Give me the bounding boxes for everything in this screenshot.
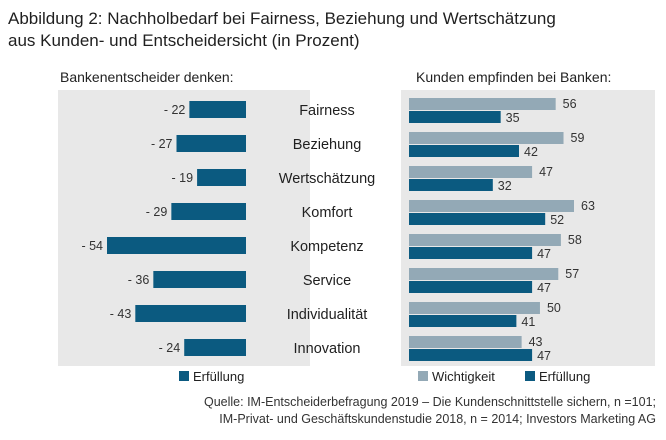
category-label: Fairness [299,103,355,119]
left-bar-label: - 22 [164,103,186,117]
wichtigkeit-label: 57 [565,267,579,281]
wichtigkeit-label: 47 [539,165,553,179]
wichtigkeit-bar [409,200,574,212]
erfuellung-bar [409,349,533,361]
wichtigkeit-label: 43 [529,335,543,349]
erfuellung-label: 32 [498,179,512,193]
erfuellung-bar [409,281,533,293]
category-label: Wertschätzung [279,171,375,187]
title-line-2: aus Kunden- und Entscheidersicht (in Pro… [8,31,360,50]
left-subtitle: Bankenentscheider denken: [60,69,234,85]
wichtigkeit-bar [409,336,522,348]
erfuellung-bar [409,111,501,123]
erfuellung-label: 47 [537,281,551,295]
legend-label-right-erfuellung: Erfüllung [539,369,590,384]
category-label: Service [303,273,351,289]
left-bar-label: - 24 [159,341,181,355]
erfuellung-label: 47 [537,349,551,363]
wichtigkeit-bar [409,98,556,110]
left-bar [171,203,246,220]
category-label: Beziehung [293,137,362,153]
left-bar-label: - 54 [81,239,103,253]
legend-label-left-erfuellung: Erfüllung [193,369,244,384]
wichtigkeit-label: 56 [563,97,577,111]
left-bar [176,135,246,152]
left-bar [184,339,246,356]
source-line-1: Quelle: IM-Entscheiderbefragung 2019 – D… [203,395,656,409]
erfuellung-bar [409,247,533,259]
erfuellung-bar [409,145,519,157]
erfuellung-bar [409,213,546,225]
wichtigkeit-bar [409,166,533,178]
wichtigkeit-label: 63 [581,199,595,213]
left-bar [153,271,246,288]
left-bar-label: - 29 [146,205,168,219]
wichtigkeit-label: 59 [571,131,585,145]
wichtigkeit-bar [409,234,561,246]
source-line-2: IM-Privat- und Geschäftskundenstudie 201… [219,412,656,426]
erfuellung-label: 35 [506,111,520,125]
category-label: Komfort [302,205,353,221]
erfuellung-label: 47 [537,247,551,261]
category-label: Innovation [294,341,361,357]
left-bar-label: - 43 [110,307,132,321]
legend-label-wichtigkeit: Wichtigkeit [432,369,495,384]
erfuellung-label: 42 [524,145,538,159]
left-bar-label: - 19 [172,171,194,185]
wichtigkeit-label: 50 [547,301,561,315]
title-line-1: Abbildung 2: Nachholbedarf bei Fairness,… [8,9,556,28]
erfuellung-bar [409,179,493,191]
erfuellung-label: 52 [550,213,564,227]
left-panel [58,90,310,366]
legend-swatch-left-erfuellung [179,371,189,381]
left-bar-label: - 36 [128,273,150,287]
erfuellung-bar [409,315,517,327]
source-note: Quelle: IM-Entscheiderbefragung 2019 – D… [96,394,656,428]
left-bar [197,169,246,186]
legend-swatch-wichtigkeit [418,371,428,381]
erfuellung-label: 41 [521,315,535,329]
left-bar [189,101,246,118]
left-bar [107,237,246,254]
right-subtitle: Kunden empfinden bei Banken: [416,69,611,85]
category-label: Individualität [287,307,368,323]
wichtigkeit-bar [409,132,564,144]
wichtigkeit-bar [409,268,559,280]
left-bar-label: - 27 [151,137,173,151]
legend-swatch-right-erfuellung [525,371,535,381]
wichtigkeit-bar [409,302,540,314]
wichtigkeit-label: 58 [568,233,582,247]
left-bar [135,305,246,322]
chart-title: Abbildung 2: Nachholbedarf bei Fairness,… [8,8,658,52]
category-label: Kompetenz [290,239,363,255]
